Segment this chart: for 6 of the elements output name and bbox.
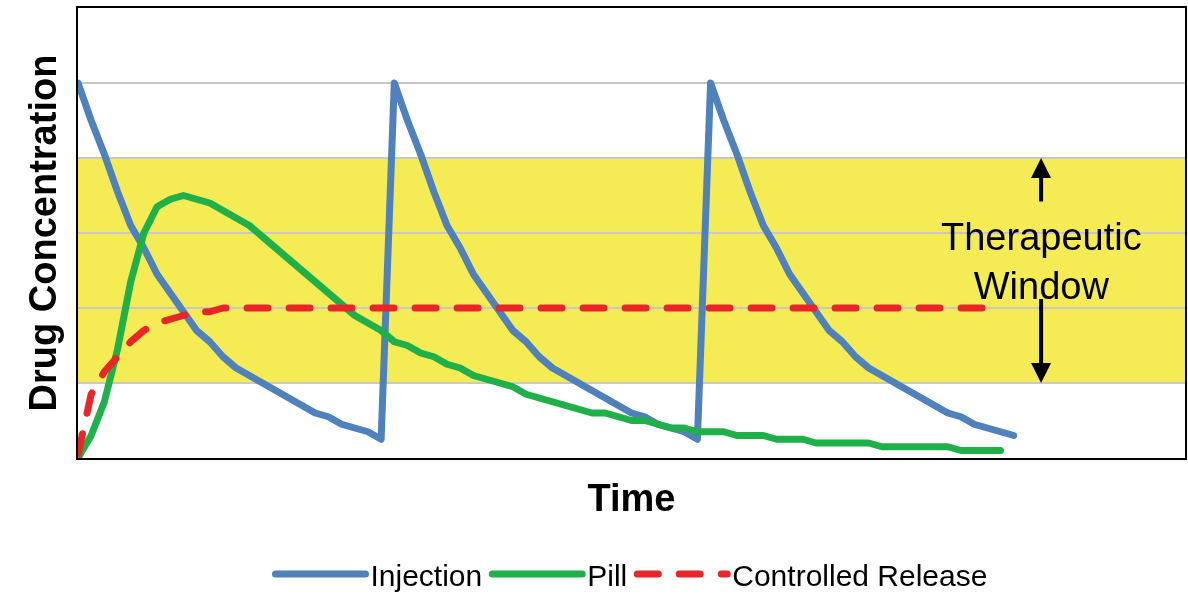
y-axis-title: Drug Concentration <box>21 54 64 412</box>
legend-label: Controlled Release <box>732 558 988 592</box>
band-label: Therapeutic Window <box>941 216 1142 308</box>
legend-label: Injection <box>370 558 483 592</box>
legend-label: Pill <box>587 558 628 592</box>
x-axis-title: Time <box>587 476 676 519</box>
